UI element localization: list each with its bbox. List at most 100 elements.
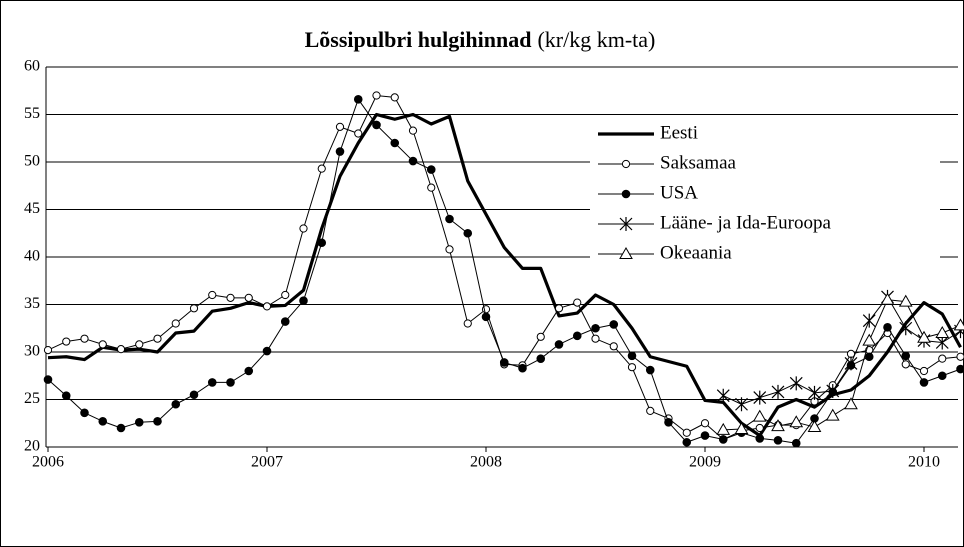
- marker: [807, 420, 822, 433]
- x-tick-label: 2006: [32, 454, 64, 471]
- marker: [299, 296, 308, 306]
- marker: [317, 238, 327, 248]
- marker: [244, 366, 254, 376]
- marker: [917, 330, 931, 343]
- marker: [937, 371, 947, 381]
- marker: [536, 332, 545, 341]
- marker: [844, 397, 858, 410]
- marker: [43, 346, 53, 355]
- legend-label: Saksamaa: [660, 152, 737, 173]
- marker: [572, 331, 582, 341]
- marker: [621, 159, 631, 169]
- marker: [226, 293, 235, 302]
- marker: [700, 431, 710, 440]
- marker: [445, 245, 454, 254]
- marker: [791, 438, 801, 448]
- series-line: [47, 112, 962, 438]
- marker: [335, 147, 345, 156]
- marker: [752, 409, 767, 422]
- marker: [864, 352, 874, 362]
- marker: [61, 391, 71, 401]
- marker: [98, 340, 107, 349]
- marker: [825, 408, 840, 421]
- marker: [372, 120, 381, 130]
- marker: [354, 129, 363, 138]
- marker: [353, 95, 363, 104]
- marker: [262, 346, 272, 356]
- marker: [390, 93, 399, 102]
- marker: [189, 390, 199, 400]
- marker: [463, 319, 472, 328]
- x-tick-label: 2008: [470, 454, 502, 471]
- marker: [591, 334, 600, 343]
- y-tick-label: 40: [24, 248, 40, 265]
- marker: [919, 366, 929, 376]
- marker: [771, 419, 785, 432]
- marker: [956, 364, 964, 374]
- marker: [734, 421, 749, 434]
- marker: [682, 437, 692, 447]
- y-tick-label: 50: [24, 153, 40, 170]
- marker: [646, 406, 655, 415]
- marker: [317, 164, 326, 173]
- marker: [171, 319, 180, 328]
- marker: [862, 333, 877, 346]
- marker: [98, 417, 108, 426]
- x-tick-label: 2010: [908, 454, 940, 471]
- marker: [716, 388, 730, 403]
- marker: [463, 228, 473, 238]
- marker: [116, 345, 126, 354]
- marker: [771, 384, 785, 399]
- marker: [898, 294, 913, 307]
- marker: [189, 304, 199, 313]
- marker: [899, 321, 913, 336]
- y-tick-label: 55: [24, 105, 40, 122]
- marker: [753, 390, 767, 405]
- marker: [789, 376, 803, 391]
- chart-subtitle: (kr/kg km-ta): [537, 27, 655, 52]
- marker: [408, 156, 418, 166]
- y-tick-label: 45: [24, 200, 40, 217]
- marker: [609, 342, 618, 351]
- marker: [171, 399, 181, 409]
- marker: [80, 408, 89, 418]
- legend-label: Eesti: [660, 122, 698, 143]
- marker: [938, 354, 947, 363]
- legend-label: Okeaania: [660, 242, 732, 263]
- marker: [935, 325, 950, 338]
- marker: [226, 378, 235, 387]
- marker: [80, 334, 89, 343]
- marker: [554, 340, 564, 349]
- marker: [735, 397, 748, 412]
- marker: [755, 423, 764, 433]
- marker: [573, 298, 582, 307]
- marker: [244, 293, 253, 302]
- marker: [718, 435, 728, 444]
- marker: [408, 126, 418, 135]
- y-tick-label: 30: [24, 343, 40, 360]
- legend-box: [590, 116, 940, 276]
- marker: [826, 383, 840, 398]
- marker: [372, 91, 381, 100]
- marker: [481, 312, 491, 322]
- marker: [619, 246, 633, 259]
- marker: [621, 189, 631, 199]
- marker: [773, 436, 783, 445]
- marker: [335, 122, 345, 131]
- marker: [880, 292, 895, 305]
- marker: [682, 428, 691, 437]
- marker: [901, 360, 910, 369]
- marker: [901, 351, 911, 361]
- marker: [43, 375, 53, 384]
- marker: [518, 363, 527, 373]
- marker: [62, 337, 71, 346]
- marker: [536, 354, 546, 363]
- marker: [207, 378, 217, 387]
- marker: [645, 365, 655, 375]
- marker: [153, 417, 162, 426]
- marker: [919, 378, 929, 387]
- marker: [499, 358, 509, 367]
- marker: [262, 302, 272, 311]
- marker: [844, 356, 858, 371]
- marker: [956, 352, 964, 361]
